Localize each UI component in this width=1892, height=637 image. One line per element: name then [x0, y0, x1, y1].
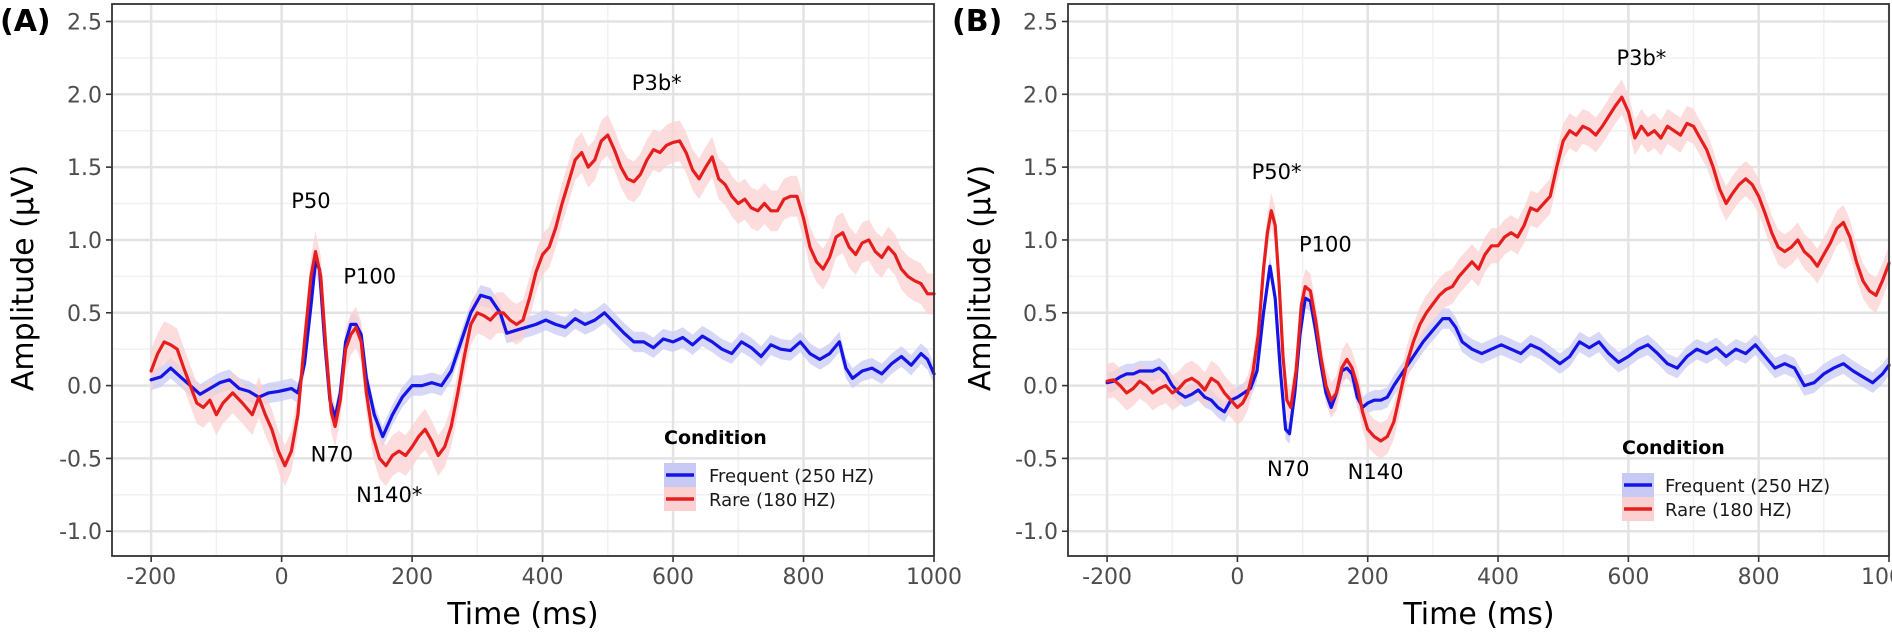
- peak-label-p100: P100: [1299, 233, 1352, 257]
- plot-area-a: -200 0 200 400 600 800 1000 -1.0 -0.5 0.0 0.5 1.0 1.…: [59, 3, 962, 590]
- y-tick-label: -1.0: [1015, 520, 1058, 545]
- peak-label-p3b-star: P3b*: [632, 71, 682, 95]
- legend-frequent-label-a: Frequent (250 HZ): [709, 466, 874, 487]
- legend-title-b: Condition: [1622, 437, 1725, 459]
- x-tick-label: 800: [783, 565, 825, 590]
- peak-label-p100: P100: [343, 265, 396, 289]
- x-tick-label: 800: [1738, 565, 1780, 590]
- peak-label-n140: N140: [1348, 460, 1404, 484]
- x-tick-label: 400: [522, 565, 564, 590]
- x-tick-label: -200: [1082, 565, 1132, 590]
- x-tick-label: 600: [1607, 565, 1649, 590]
- plot-frame-a: [111, 3, 935, 557]
- x-tick-label: 200: [391, 565, 433, 590]
- y-tick-label: 0.0: [1023, 375, 1058, 400]
- y-tick-label: 0.5: [67, 302, 102, 327]
- legend-frequent-label-b: Frequent (250 HZ): [1665, 476, 1830, 497]
- peak-label-p3b-star: P3b*: [1616, 46, 1666, 70]
- x-tick-label: 0: [275, 565, 289, 590]
- panel-letter-b: (B): [952, 4, 1002, 39]
- y-axis-title-b: Amplitude (μV): [963, 165, 998, 391]
- legend-a: Condition Frequent (250 HZ) Rare (180 HZ…: [664, 427, 874, 511]
- y-axis-title-a: Amplitude (μV): [6, 165, 41, 391]
- y-tick-label: 1.5: [67, 156, 102, 181]
- legend-title-a: Condition: [664, 427, 767, 449]
- band-frequent-b: [1107, 256, 1889, 444]
- y-tick-label: -0.5: [59, 447, 102, 472]
- x-tick-label: -200: [126, 565, 176, 590]
- plot-area-b: -200 0 200 400 600 800 1000 -1.0 -0.5 0.0 0.5 1.0 1.…: [1015, 3, 1892, 590]
- series-line-frequent-a: [149, 260, 936, 439]
- x-tick-label: 1000: [1861, 565, 1892, 590]
- x-tick-label: 0: [1230, 565, 1244, 590]
- peak-label-n70: N70: [311, 442, 353, 466]
- peak-label-n140-star: N140*: [356, 483, 422, 507]
- legend-b: Condition Frequent (250 HZ) Rare (180 HZ…: [1622, 437, 1830, 521]
- x-axis-title-b: Time (ms): [1402, 597, 1554, 632]
- series-line-rare-b: [1105, 95, 1891, 443]
- peak-label-p50-star: P50*: [1252, 160, 1302, 184]
- x-tick-label: 400: [1477, 565, 1519, 590]
- series-line-frequent-b: [1105, 264, 1891, 436]
- plot-background-a: [112, 4, 934, 556]
- y-tick-label: 1.0: [67, 229, 102, 254]
- legend-rare-label-a: Rare (180 HZ): [709, 490, 836, 511]
- y-tick-label: 2.0: [1023, 83, 1058, 108]
- y-tick-label: 1.5: [1023, 156, 1058, 181]
- x-tick-label: 600: [652, 565, 694, 590]
- y-tick-label: 1.0: [1023, 229, 1058, 254]
- panel-b: -200 0 200 400 600 800 1000 -1.0 -0.5 0.0 0.5 1.0 1.…: [952, 3, 1892, 632]
- x-tick-label: 200: [1347, 565, 1389, 590]
- panel-a: -200 0 200 400 600 800 1000 -1.0 -0.5 0.0 0.5 1.0 1.…: [0, 3, 962, 632]
- series-line-rare-a: [149, 133, 936, 468]
- peak-label-n70: N70: [1267, 457, 1309, 481]
- y-tick-label: 2.0: [67, 83, 102, 108]
- y-tick-label: 0.5: [1023, 302, 1058, 327]
- panel-letter-a: (A): [0, 4, 51, 39]
- legend-rare-label-b: Rare (180 HZ): [1665, 500, 1792, 521]
- y-tick-label: -1.0: [59, 520, 102, 545]
- y-tick-label: -0.5: [1015, 447, 1058, 472]
- peak-label-p50: P50: [291, 189, 330, 213]
- y-tick-label: 2.5: [67, 10, 102, 35]
- x-axis-title-a: Time (ms): [446, 597, 598, 632]
- x-tick-label: 1000: [906, 565, 962, 590]
- y-tick-label: 0.0: [67, 375, 102, 400]
- plot-frame-b: [1067, 3, 1890, 557]
- band-rare-a: [151, 114, 935, 487]
- y-tick-label: 2.5: [1023, 10, 1058, 35]
